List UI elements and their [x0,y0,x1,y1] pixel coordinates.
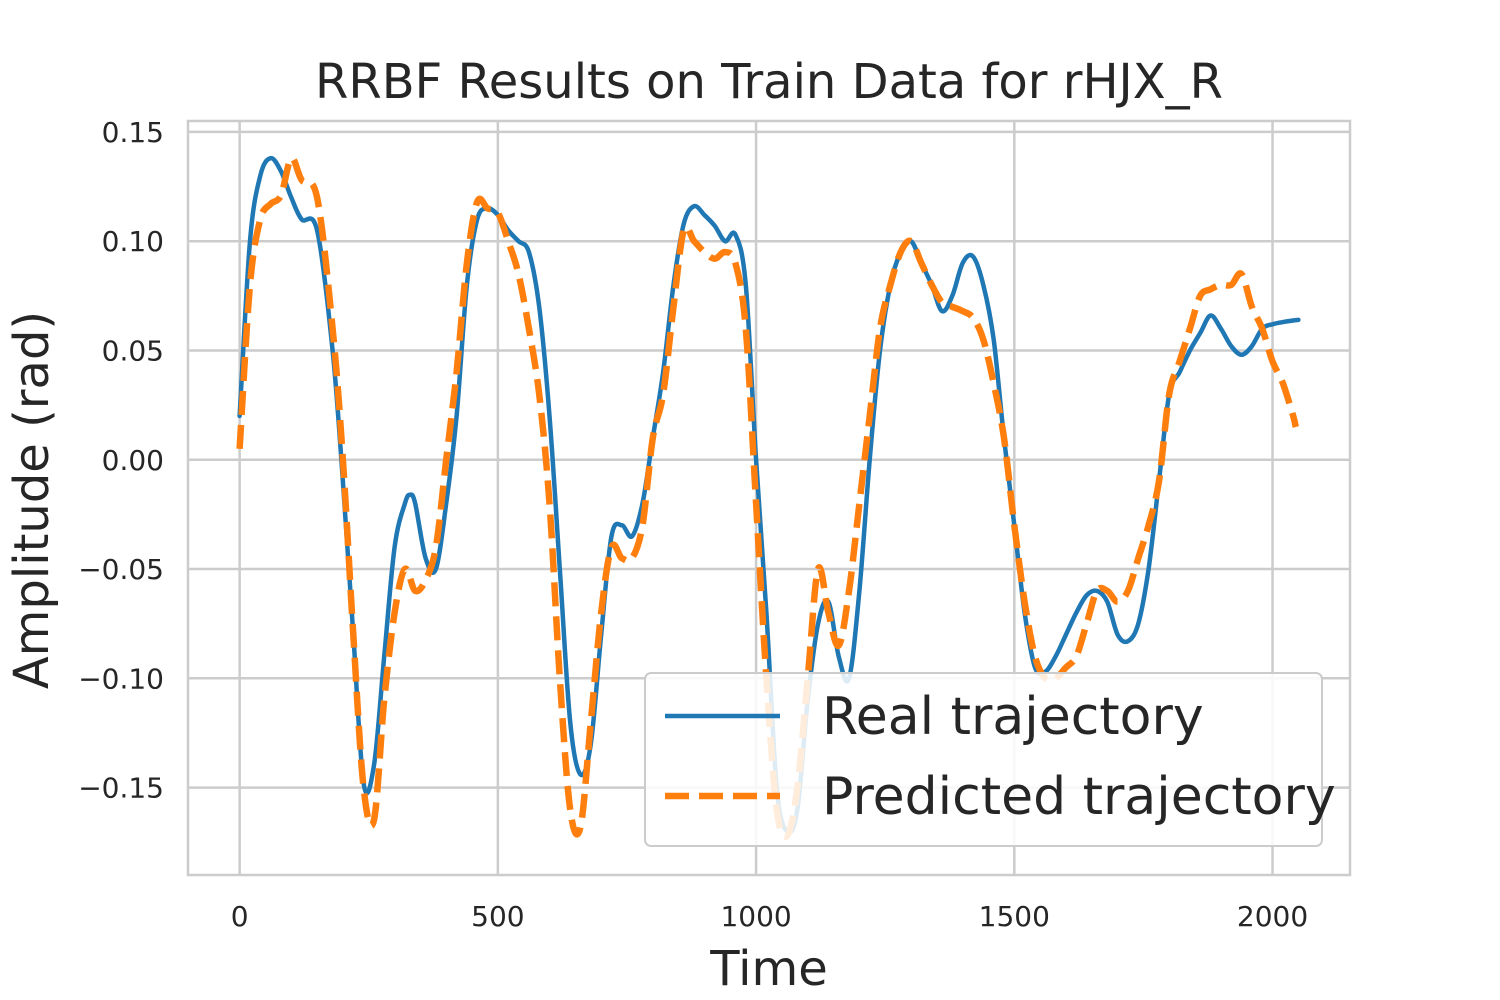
legend: Real trajectory Predicted trajectory [644,672,1336,847]
chart-title: RRBF Results on Train Data for rHJX_R [315,54,1223,110]
x-tick-label: 500 [471,900,524,933]
y-tick-label: −0.05 [78,553,164,586]
series-line-predicted [236,154,1299,841]
legend-label-predicted: Predicted trajectory [822,767,1336,827]
x-axis-label: Time [709,941,827,997]
y-tick-labels: 0.15 0.10 0.05 0.00 −0.05 −0.10 −0.15 [78,116,164,805]
series-layer [236,154,1301,841]
legend-box [644,672,1323,847]
x-tick-label: 2000 [1237,900,1308,933]
y-axis-label: Amplitude (rad) [4,311,60,689]
y-tick-label: 0.05 [102,334,164,367]
y-tick-label: −0.15 [78,772,164,805]
y-tick-label: 0.00 [102,444,164,477]
y-tick-label: 0.10 [102,225,164,258]
x-tick-label: 1500 [979,900,1050,933]
x-tick-label: 1000 [720,900,791,933]
legend-label-real: Real trajectory [822,687,1204,747]
y-tick-label: 0.15 [102,116,164,149]
series-line-real [237,155,1301,835]
y-tick-label: −0.10 [78,662,164,695]
plot-frame [186,119,1352,877]
x-tick-label: 0 [231,900,249,933]
x-tick-labels: 0 500 1000 1500 2000 [231,900,1308,933]
